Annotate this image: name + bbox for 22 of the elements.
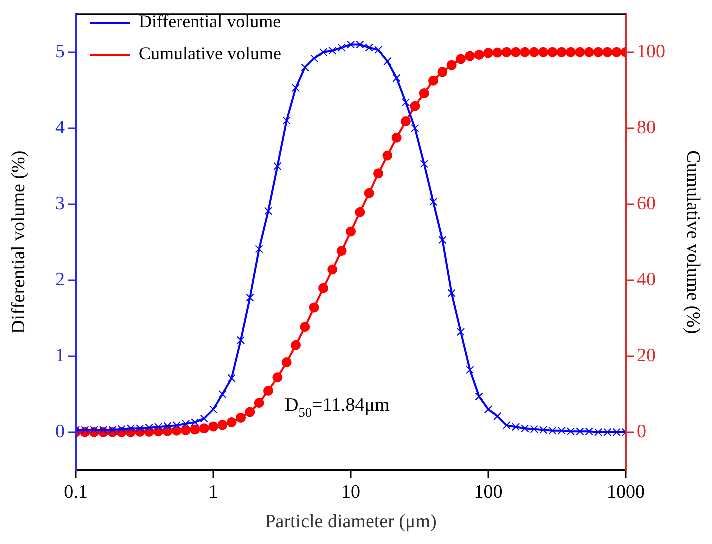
y-tick-label: 3	[56, 193, 65, 214]
y2-tick-label: 80	[637, 117, 656, 138]
x-tick-label: 1000	[607, 482, 645, 503]
legend-label: Differential volume	[139, 12, 282, 32]
legend-label: Cumulative volume	[139, 44, 282, 64]
y-tick-label: 2	[56, 269, 65, 290]
x-tick-label: 100	[474, 482, 503, 503]
y2-tick-label: 60	[637, 193, 656, 214]
y-tick-label: 4	[56, 117, 66, 138]
y-tick-label: 5	[56, 41, 65, 62]
y-tick-label: 1	[56, 345, 65, 366]
y-axis-title: Differential volume (%)	[8, 150, 30, 334]
y2-tick-label: 0	[637, 421, 646, 442]
y2-axis-title: Cumulative volume (%)	[682, 150, 704, 334]
x-tick-label: 0.1	[64, 482, 88, 503]
x-tick-label: 10	[342, 482, 360, 503]
y-tick-label: 0	[56, 421, 65, 442]
x-tick-label: 1	[208, 482, 218, 503]
y2-tick-label: 100	[637, 41, 666, 62]
y2-tick-label: 40	[637, 269, 656, 290]
y2-tick-label: 20	[637, 345, 656, 366]
x-axis-title: Particle diameter (μm)	[265, 512, 437, 533]
